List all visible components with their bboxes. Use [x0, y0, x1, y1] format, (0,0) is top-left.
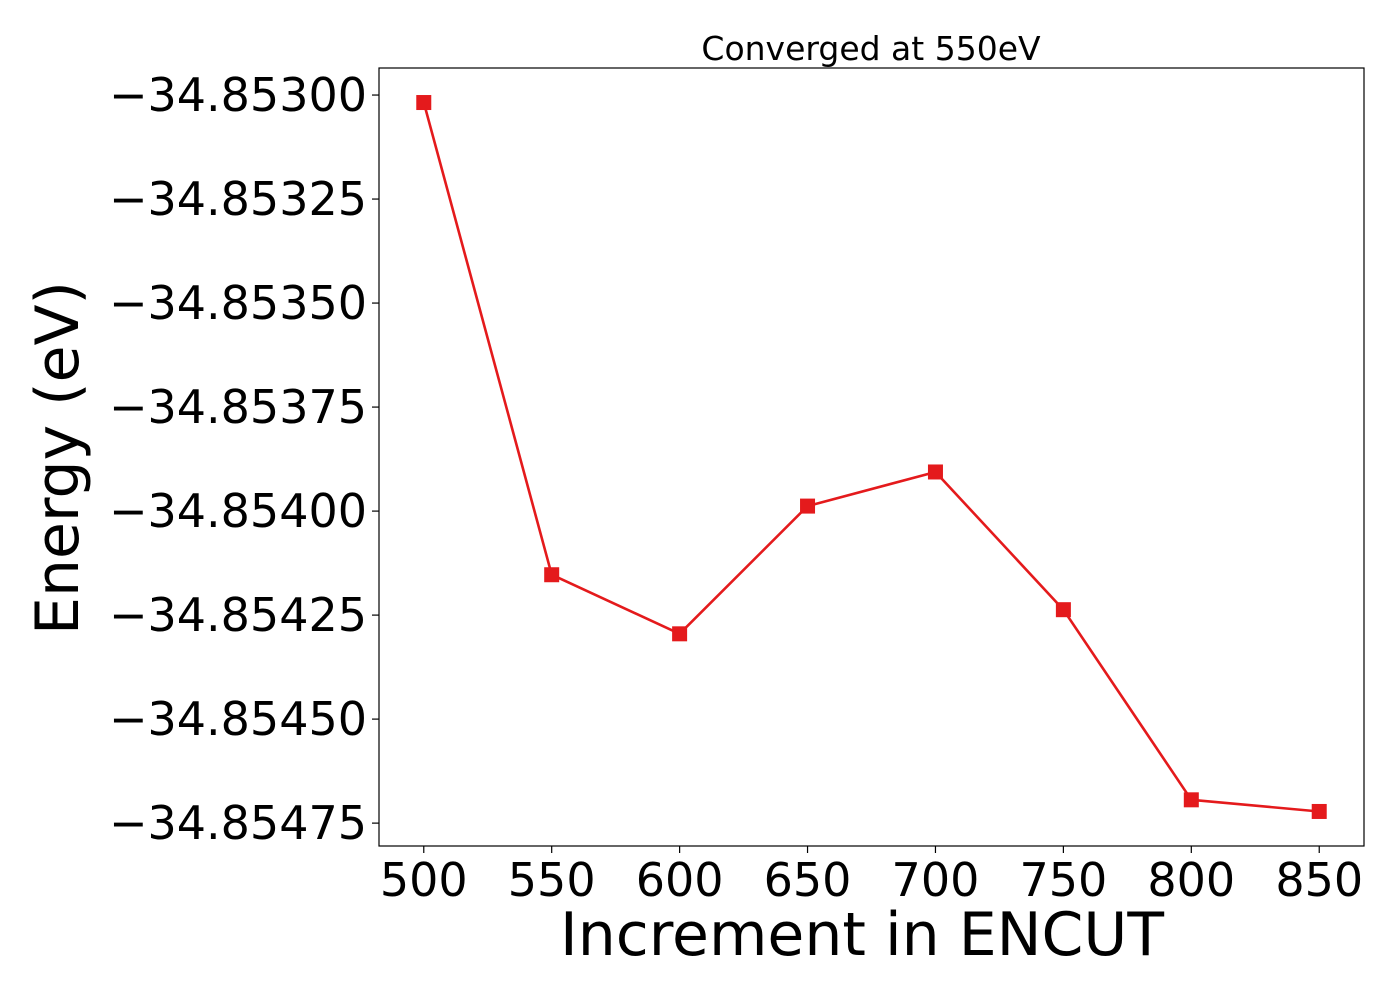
series-line — [422, 102, 1320, 813]
y-tick-label: −34.85325 — [109, 172, 367, 226]
data-point — [1311, 803, 1327, 819]
y-tick-label: −34.85400 — [109, 484, 367, 538]
x-tick-label: 500 — [380, 853, 468, 907]
y-tick-label: −34.85350 — [109, 276, 367, 330]
x-tick-label: 550 — [508, 853, 596, 907]
x-tick-label: 700 — [892, 853, 980, 907]
y-axis: −34.85300 −34.85325 −34.85350 −34.85375 −34.… — [109, 68, 379, 850]
y-tick-label: −34.85425 — [109, 588, 367, 642]
y-tick-label: −34.85375 — [109, 380, 367, 434]
data-point — [544, 567, 560, 583]
y-tick-label: −34.85300 — [109, 68, 367, 122]
x-tick-label: 650 — [764, 853, 852, 907]
x-axis-label: Increment in ENCUT — [560, 900, 1164, 970]
x-tick-label: 850 — [1275, 853, 1363, 907]
y-tick-label: −34.85450 — [109, 692, 367, 746]
series-layer — [416, 95, 1327, 819]
data-point — [1183, 792, 1199, 808]
x-axis: 500 550 600 650 700 750 800 850 — [380, 846, 1363, 907]
y-tick-label: −34.85475 — [109, 796, 367, 850]
data-point — [416, 95, 432, 111]
plot-area — [378, 67, 1365, 847]
data-point — [800, 498, 816, 514]
x-tick-label: 800 — [1147, 853, 1235, 907]
data-point — [927, 464, 943, 480]
plot-frame — [378, 67, 1365, 847]
data-point — [672, 626, 688, 642]
chart-title: Converged at 550eV — [701, 29, 1041, 68]
y-axis-label: Energy (eV) — [23, 281, 93, 635]
data-point — [1055, 602, 1071, 618]
x-tick-label: 750 — [1019, 853, 1107, 907]
x-tick-label: 600 — [636, 853, 724, 907]
